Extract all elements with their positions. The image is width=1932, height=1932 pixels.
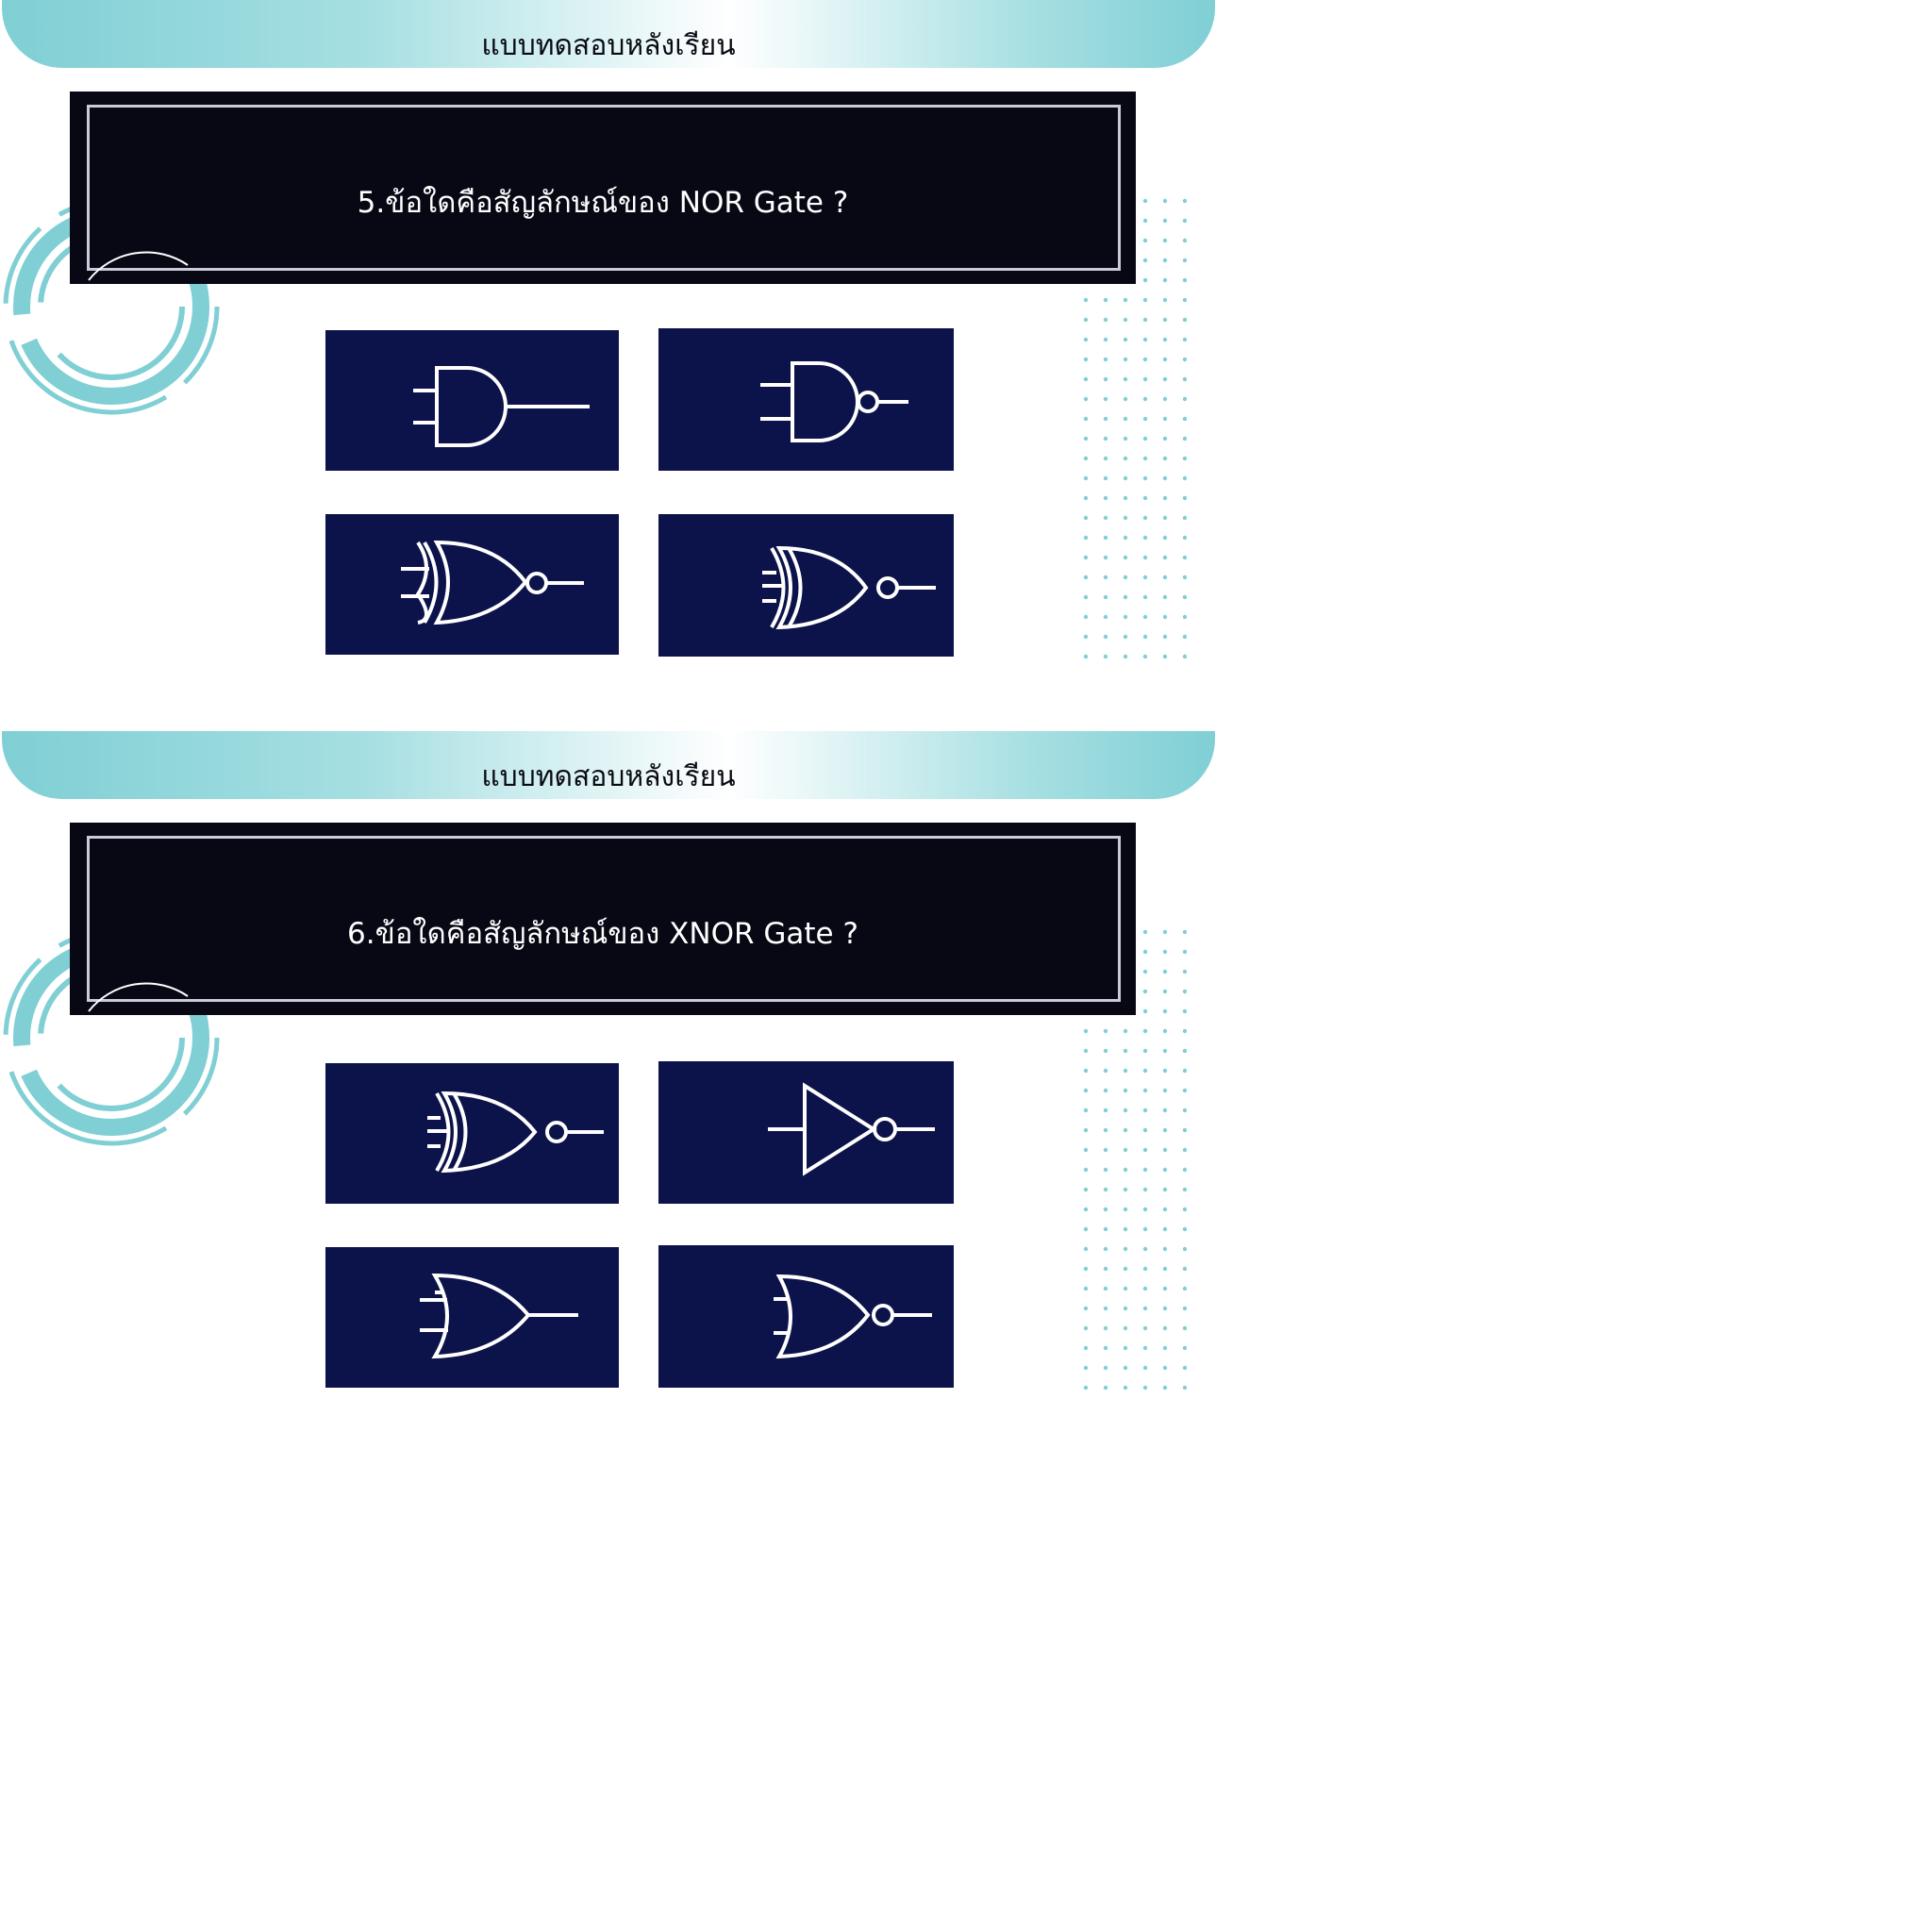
banner-title: แบบทดสอบหลังเรียน <box>481 29 736 62</box>
answer-option-3[interactable] <box>325 1247 619 1388</box>
xnor-gate-icon <box>762 545 936 630</box>
banner-title: แบบทดสอบหลังเรียน <box>481 760 736 793</box>
question-box: 6.ข้อใดคือสัญลักษณ์ของ XNOR Gate ? <box>70 823 1136 1015</box>
arc-decoration <box>88 982 189 1012</box>
question-box: 5.ข้อใดคือสัญลักษณ์ของ NOR Gate ? <box>70 92 1136 284</box>
answer-option-4[interactable] <box>658 514 954 657</box>
question-text: 6.ข้อใดคือสัญลักษณ์ของ XNOR Gate ? <box>347 917 858 951</box>
quiz-slide-6: แบบทดสอบหลังเรียน 6.ข้อใดคือสัญลักษณ์ของ… <box>0 731 1217 1462</box>
or-gate-icon <box>420 1273 578 1359</box>
not-gate-icon <box>768 1082 935 1176</box>
nand-gate-icon <box>760 361 908 442</box>
answer-option-2[interactable] <box>658 328 954 471</box>
answer-option-4[interactable] <box>658 1245 954 1388</box>
answer-option-3[interactable] <box>325 514 619 655</box>
question-frame <box>87 836 1121 1002</box>
question-text: 5.ข้อใดคือสัญลักษณ์ของ NOR Gate ? <box>357 186 849 220</box>
question-frame <box>87 105 1121 271</box>
dot-grid-decoration <box>1083 929 1187 1391</box>
answer-option-1[interactable] <box>325 1063 619 1204</box>
xnor-gate-icon <box>427 1091 604 1174</box>
quiz-slide-5: แบบทดสอบหลังเรียน 5.ข้อใดคือสัญลักษณ์ของ… <box>0 0 1217 731</box>
nor-gate-icon <box>774 1274 932 1359</box>
xnor-gate-icon <box>401 540 584 625</box>
answer-option-2[interactable] <box>658 1061 954 1204</box>
arc-decoration <box>88 251 189 281</box>
dot-grid-decoration <box>1083 198 1187 660</box>
and-gate-icon <box>413 366 590 447</box>
header-banner: แบบทดสอบหลังเรียน <box>2 0 1215 68</box>
answer-option-1[interactable] <box>325 330 619 471</box>
header-banner: แบบทดสอบหลังเรียน <box>2 731 1215 799</box>
